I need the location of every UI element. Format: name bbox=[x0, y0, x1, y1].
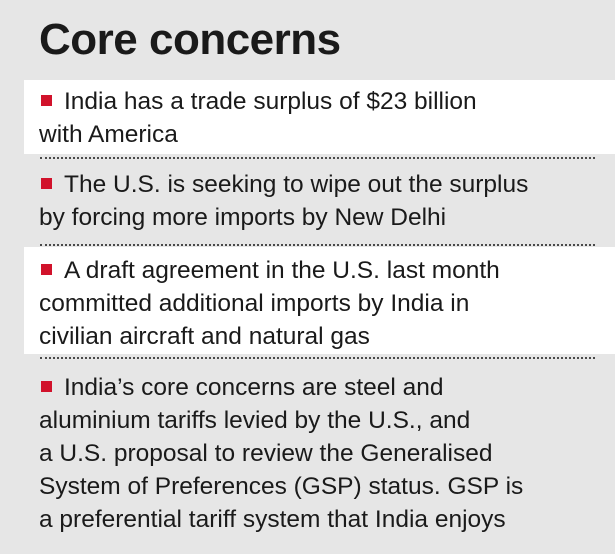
item-line: committed additional imports by India in bbox=[39, 290, 470, 317]
item-line: civilian aircraft and natural gas bbox=[39, 323, 370, 350]
bullet-square-icon bbox=[41, 381, 52, 392]
item-background bbox=[24, 80, 615, 154]
item-line: The U.S. is seeking to wipe out the surp… bbox=[39, 168, 609, 201]
item-line: with America bbox=[39, 121, 178, 148]
list-item: The U.S. is seeking to wipe out the surp… bbox=[39, 168, 609, 234]
item-text: A draft agreement in the U.S. last month bbox=[64, 257, 500, 284]
item-line: by forcing more imports by New Delhi bbox=[39, 204, 447, 231]
item-line: aluminium tariffs levied by the U.S., an… bbox=[39, 407, 471, 434]
item-line: A draft agreement in the U.S. last month bbox=[39, 254, 609, 287]
item-line: India’s core concerns are steel and bbox=[39, 371, 609, 404]
item-line: a preferential tariff system that India … bbox=[39, 506, 506, 533]
item-text: India’s core concerns are steel and bbox=[64, 374, 444, 401]
heading-title: Core concerns bbox=[39, 15, 341, 64]
item-line: a U.S. proposal to review the Generalise… bbox=[39, 440, 493, 467]
bullet-square-icon bbox=[41, 264, 52, 275]
list-item: India’s core concerns are steel and alum… bbox=[39, 371, 609, 536]
bullet-square-icon bbox=[41, 178, 52, 189]
dotted-divider bbox=[40, 244, 595, 246]
bullet-square-icon bbox=[41, 95, 52, 106]
item-background bbox=[24, 247, 615, 354]
item-line: System of Preferences (GSP) status. GSP … bbox=[39, 473, 524, 500]
dotted-divider bbox=[40, 357, 595, 359]
item-text: The U.S. is seeking to wipe out the surp… bbox=[64, 171, 529, 198]
list-item: A draft agreement in the U.S. last month… bbox=[39, 254, 609, 353]
list-item: India has a trade surplus of $23 billion… bbox=[39, 85, 609, 151]
item-text: India has a trade surplus of $23 billion bbox=[64, 88, 477, 115]
dotted-divider bbox=[40, 157, 595, 159]
item-line: India has a trade surplus of $23 billion bbox=[39, 85, 609, 118]
